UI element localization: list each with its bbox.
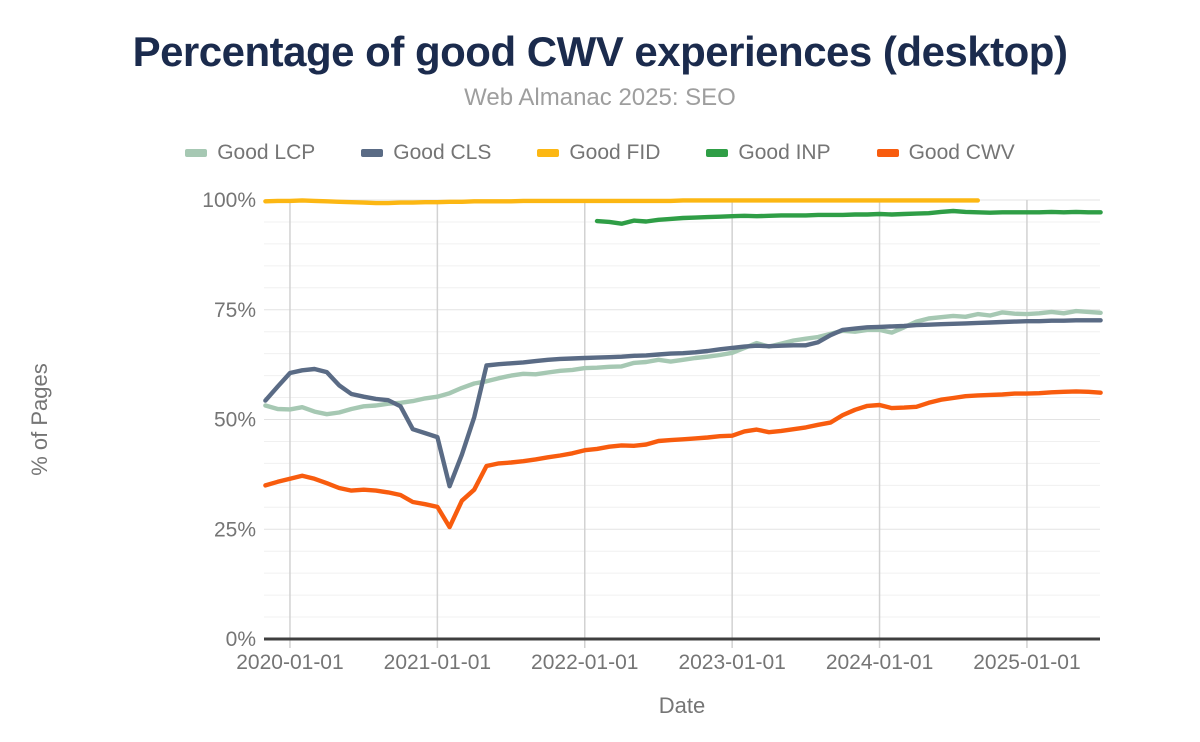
line-good-cls — [263, 318, 1103, 489]
legend-label: Good FID — [569, 141, 661, 164]
x-tick-label: 2024-01-01 — [826, 651, 933, 674]
legend-swatch-good-fid — [537, 149, 560, 157]
x-tick-label: 2023-01-01 — [678, 651, 785, 674]
legend-label: Good INP — [738, 141, 831, 164]
y-tick-label: 25% — [214, 518, 256, 541]
gridlines — [264, 199, 1100, 648]
x-tick-label: 2022-01-01 — [531, 651, 638, 674]
legend-swatch-good-cwv — [876, 149, 899, 157]
legend-label: Good LCP — [217, 141, 316, 164]
y-tick-label: 0% — [226, 628, 256, 651]
legend-item-good-lcp: Good LCP — [185, 141, 315, 165]
chart-subtitle: Web Almanac 2025: SEO — [464, 84, 736, 111]
legend-swatch-good-lcp — [185, 149, 208, 157]
line-good-lcp — [263, 308, 1103, 417]
y-tick-label: 100% — [202, 189, 256, 212]
legend-item-good-cwv: Good CWV — [876, 141, 1015, 165]
x-axis-title: Date — [659, 693, 705, 718]
y-tick-label: 50% — [214, 409, 256, 432]
legend-swatch-good-inp — [706, 149, 729, 157]
line-good-cwv — [263, 389, 1103, 530]
legend: Good LCP Good CLS Good FID Good INP Good CWV — [0, 141, 1200, 165]
legend-item-good-cls: Good CLS — [361, 141, 491, 165]
legend-item-good-fid: Good FID — [537, 141, 660, 165]
line-good-inp — [594, 208, 1103, 226]
x-tick-label: 2021-01-01 — [384, 651, 491, 674]
legend-label: Good CWV — [908, 141, 1015, 164]
x-axis-labels: 2020-01-01 2021-01-01 2022-01-01 2023-01-01… — [236, 651, 1080, 674]
legend-swatch-good-cls — [361, 149, 384, 157]
legend-item-good-inp: Good INP — [706, 141, 831, 165]
series-lines — [263, 198, 1103, 530]
chart-title: Percentage of good CWV experiences (desk… — [132, 28, 1068, 75]
x-tick-label: 2025-01-01 — [973, 651, 1080, 674]
y-tick-label: 75% — [214, 299, 256, 322]
line-good-fid — [263, 198, 980, 206]
y-axis-title: % of Pages — [27, 363, 52, 476]
x-tick-label: 2020-01-01 — [236, 651, 343, 674]
legend-label: Good CLS — [393, 141, 492, 164]
y-axis-labels: 0% 25% 50% 75% 100% — [202, 189, 256, 651]
